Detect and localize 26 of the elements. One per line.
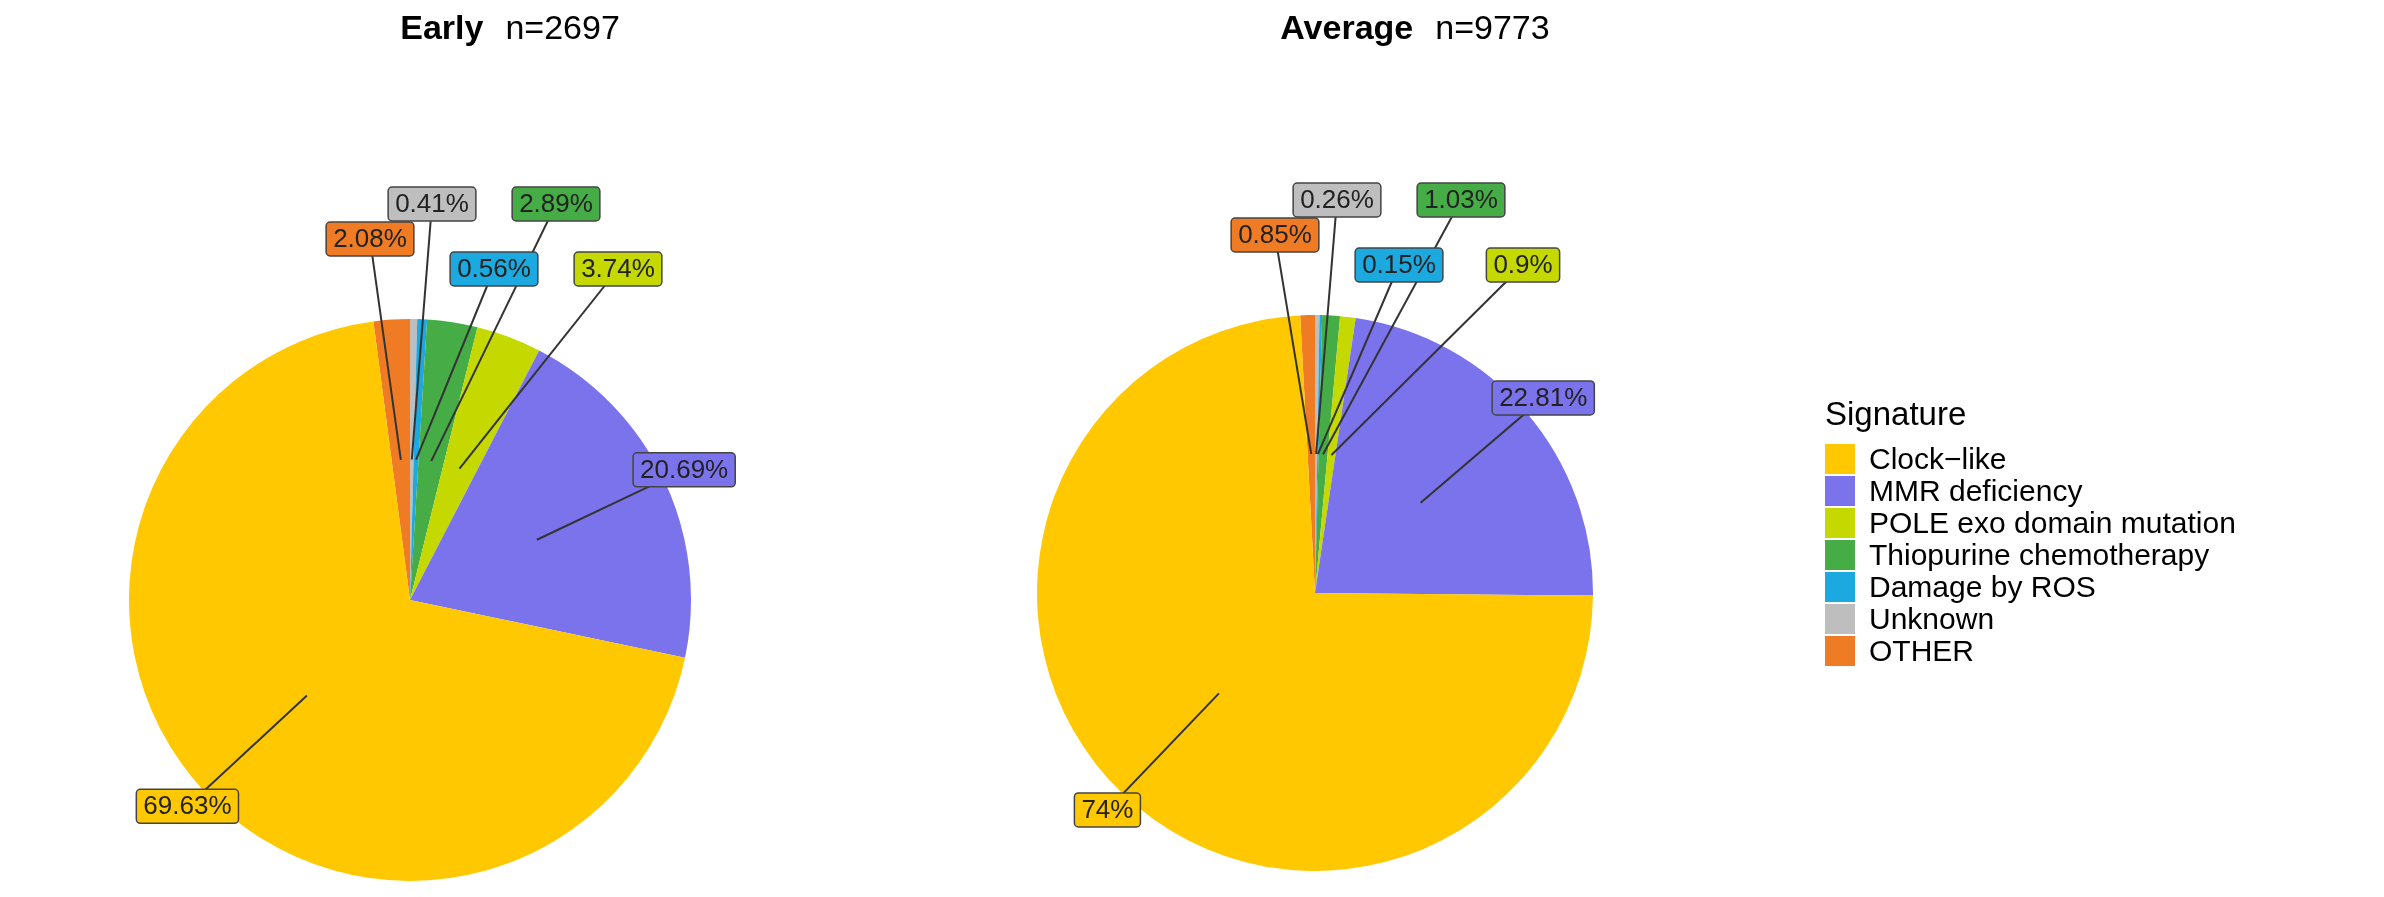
data-label: 74% (1081, 794, 1134, 825)
legend-label: POLE exo domain mutation (1869, 506, 2236, 540)
data-label: 3.74% (581, 253, 655, 284)
legend-label: Clock−like (1869, 442, 2007, 476)
chart-title: Early (400, 8, 484, 46)
data-label: 0.26% (1300, 184, 1374, 215)
data-label: 2.89% (519, 188, 593, 219)
data-label: 0.15% (1362, 249, 1436, 280)
data-label: 2.08% (333, 223, 407, 254)
legend-label: Thiopurine chemotherapy (1869, 538, 2210, 572)
data-label: 22.81% (1499, 382, 1588, 413)
data-label: 0.56% (457, 253, 531, 284)
data-label: 0.9% (1493, 249, 1553, 280)
data-label: 20.69% (640, 454, 729, 485)
chart-title: Average (1280, 8, 1414, 46)
legend-label: OTHER (1869, 634, 1974, 668)
legend-label: Unknown (1869, 602, 1995, 636)
legend-title: Signature (1825, 395, 1968, 433)
data-label: 0.41% (395, 188, 469, 219)
data-label: 1.03% (1424, 184, 1498, 215)
legend-label: MMR deficiency (1869, 474, 2083, 508)
chart-subtitle: n=9773 (1435, 8, 1550, 46)
chart-subtitle: n=2697 (505, 8, 620, 46)
legend-label: Damage by ROS (1869, 570, 2096, 604)
data-label: 69.63% (143, 790, 232, 821)
data-label: 0.85% (1238, 219, 1312, 250)
